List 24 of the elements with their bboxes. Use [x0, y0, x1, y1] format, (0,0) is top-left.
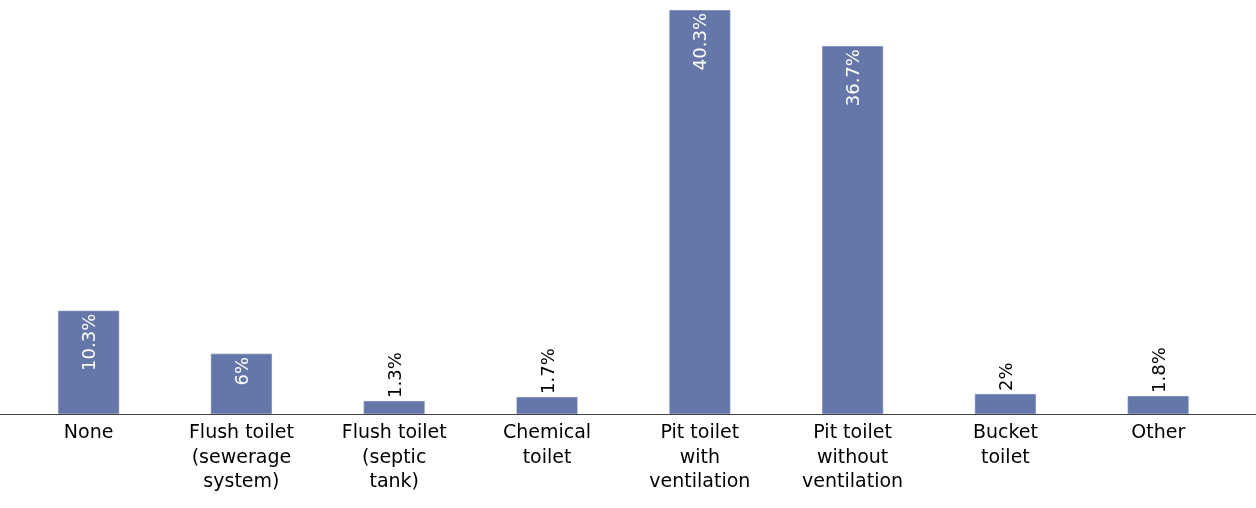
- data-label: 10.3%: [78, 313, 100, 371]
- x-tick-label: Flush toilet (septic tank): [341, 419, 447, 492]
- data-label: 1.8%: [1147, 347, 1169, 393]
- data-label: 6%: [230, 356, 252, 386]
- data-label: 36.7%: [842, 49, 864, 107]
- bar: [210, 353, 273, 414]
- data-label: 2%: [994, 362, 1016, 391]
- x-tick-label: None: [63, 419, 114, 442]
- x-tick-label: Flush toilet (sewerage system): [188, 419, 294, 492]
- bar: [57, 310, 120, 414]
- x-tick-label: Bucket toilet: [972, 419, 1038, 467]
- x-tick-label: Chemical toilet: [502, 419, 592, 467]
- x-tick-label: Pit toilet without ventilation: [802, 419, 904, 492]
- bar: [516, 396, 578, 414]
- bar: [669, 10, 731, 414]
- bar: [974, 393, 1037, 414]
- bar: [363, 400, 426, 414]
- x-tick-label: Other: [1131, 419, 1186, 442]
- data-label: 1.3%: [383, 352, 405, 398]
- x-tick-label: Pit toilet with ventilation: [649, 419, 751, 492]
- bar: [821, 45, 884, 414]
- bar: [1127, 395, 1190, 414]
- data-label: 40.3%: [689, 13, 711, 71]
- data-label: 1.7%: [536, 348, 558, 394]
